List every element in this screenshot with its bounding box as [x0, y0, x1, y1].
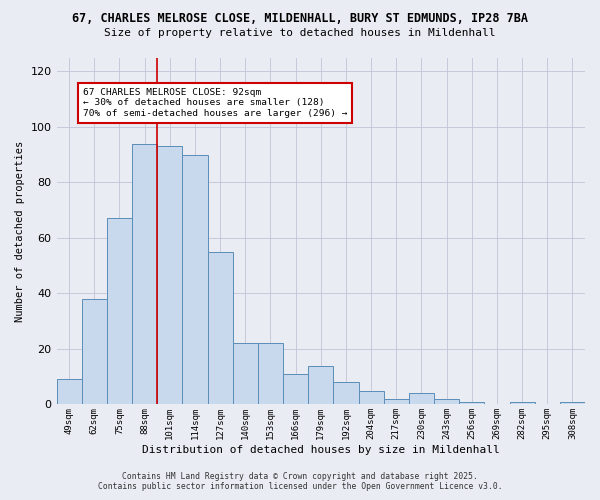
X-axis label: Distribution of detached houses by size in Mildenhall: Distribution of detached houses by size … — [142, 445, 500, 455]
Bar — [308, 366, 334, 405]
Bar — [283, 374, 308, 404]
Bar — [334, 382, 359, 404]
Bar — [509, 402, 535, 404]
Text: Size of property relative to detached houses in Mildenhall: Size of property relative to detached ho… — [104, 28, 496, 38]
Bar — [132, 144, 157, 404]
Bar — [560, 402, 585, 404]
Text: 67 CHARLES MELROSE CLOSE: 92sqm
← 30% of detached houses are smaller (128)
70% o: 67 CHARLES MELROSE CLOSE: 92sqm ← 30% of… — [83, 88, 347, 118]
Bar — [258, 344, 283, 404]
Y-axis label: Number of detached properties: Number of detached properties — [15, 140, 25, 322]
Bar — [182, 154, 208, 404]
Bar — [157, 146, 182, 404]
Bar — [383, 399, 409, 404]
Bar — [359, 390, 383, 404]
Bar — [459, 402, 484, 404]
Bar — [409, 394, 434, 404]
Text: Contains HM Land Registry data © Crown copyright and database right 2025.
Contai: Contains HM Land Registry data © Crown c… — [98, 472, 502, 491]
Bar — [208, 252, 233, 404]
Bar — [233, 344, 258, 404]
Text: 67, CHARLES MELROSE CLOSE, MILDENHALL, BURY ST EDMUNDS, IP28 7BA: 67, CHARLES MELROSE CLOSE, MILDENHALL, B… — [72, 12, 528, 26]
Bar — [107, 218, 132, 404]
Bar — [434, 399, 459, 404]
Bar — [82, 299, 107, 405]
Bar — [56, 380, 82, 404]
